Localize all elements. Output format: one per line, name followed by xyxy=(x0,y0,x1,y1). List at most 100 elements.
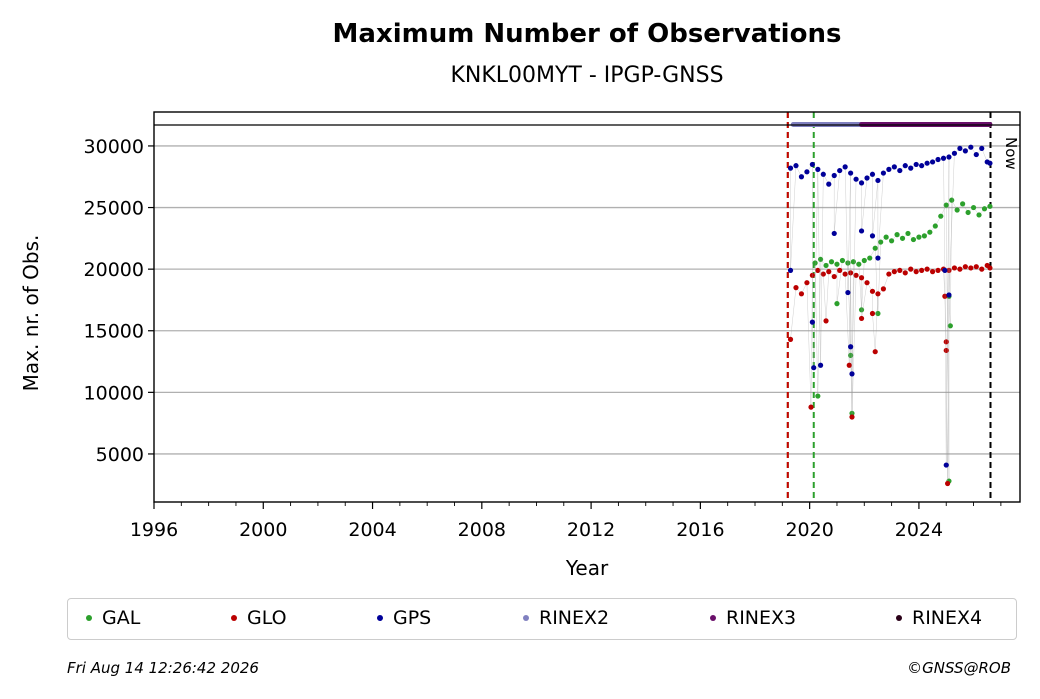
legend-item-rinex3: RINEX3 xyxy=(710,607,796,629)
data-point-glo xyxy=(891,269,897,275)
data-point-glo xyxy=(924,266,930,272)
data-point-glo xyxy=(929,269,936,275)
data-point-glo xyxy=(823,318,829,324)
data-point-gal xyxy=(872,245,878,251)
data-point-gal xyxy=(905,230,911,237)
y-tick-label: 15000 xyxy=(84,321,144,343)
data-point-gal xyxy=(921,233,927,239)
data-point-gps xyxy=(817,362,824,368)
data-point-gps xyxy=(842,164,848,170)
data-point-gps xyxy=(837,167,843,174)
data-point-glo xyxy=(935,267,941,273)
data-point-glo xyxy=(858,315,865,322)
data-point-glo xyxy=(842,271,848,277)
data-point-gps xyxy=(987,160,993,166)
data-point-glo xyxy=(987,265,993,271)
x-tick-label: 2012 xyxy=(567,519,615,541)
data-point-glo xyxy=(951,265,958,271)
data-point-gps xyxy=(929,159,936,165)
data-point-glo xyxy=(945,480,951,487)
data-point-glo xyxy=(897,267,903,273)
data-point-glo xyxy=(962,264,968,270)
data-point-gal xyxy=(861,257,867,264)
data-point-gal xyxy=(875,310,881,317)
data-point-gps xyxy=(831,172,837,179)
data-point-gps xyxy=(787,267,794,273)
legend-item-gps: GPS xyxy=(377,607,431,629)
data-point-glo xyxy=(808,404,814,410)
data-point-gal xyxy=(850,259,856,265)
data-point-gps xyxy=(869,171,876,177)
x-tick-label: 2000 xyxy=(239,519,287,541)
footer-credit: ©GNSS@ROB xyxy=(907,659,1011,677)
legend-label: RINEX3 xyxy=(726,607,797,629)
data-point-gal xyxy=(834,261,840,267)
y-tick-label: 20000 xyxy=(84,259,144,281)
data-point-gps xyxy=(919,163,925,169)
y-tick-label: 5000 xyxy=(96,444,144,466)
data-point-gal xyxy=(883,234,889,240)
data-point-glo xyxy=(846,362,852,368)
data-point-gps xyxy=(815,166,821,172)
legend-label: RINEX4 xyxy=(912,607,983,629)
x-axis-label: Year xyxy=(565,556,609,580)
data-point-gps xyxy=(942,267,948,273)
data-point-gal xyxy=(834,301,840,307)
data-point-gal xyxy=(947,323,953,329)
data-point-gps xyxy=(913,161,919,168)
data-point-gps xyxy=(946,292,952,298)
data-point-glo xyxy=(793,285,799,291)
data-point-gal xyxy=(932,223,938,229)
gps-marker-icon xyxy=(377,615,383,621)
data-point-gps xyxy=(848,344,854,350)
data-point-gps xyxy=(798,174,805,180)
legend-item-glo: GLO xyxy=(231,607,287,629)
data-point-gal xyxy=(965,209,971,216)
legend: GAL GLO GPS RINEX2 RINEX3 RINEX4 xyxy=(67,598,1017,640)
data-point-glo xyxy=(943,339,949,345)
data-point-gps xyxy=(979,145,985,152)
data-point-gps xyxy=(869,233,876,239)
data-point-glo xyxy=(973,264,979,270)
x-tick-label: 2016 xyxy=(676,519,724,541)
data-point-gal xyxy=(976,212,982,218)
data-point-glo xyxy=(968,265,974,271)
data-point-gal xyxy=(817,256,824,262)
data-point-gps xyxy=(957,145,963,152)
x-tick-label: 1996 xyxy=(130,519,178,541)
data-point-gal xyxy=(812,260,818,266)
data-point-glo xyxy=(858,275,865,281)
data-point-gps xyxy=(902,163,908,169)
data-point-gps xyxy=(962,148,968,154)
data-point-gps xyxy=(793,163,799,169)
y-axis-label: Max. nr. of Obs. xyxy=(19,235,43,392)
y-tick-label: 10000 xyxy=(84,382,144,404)
data-point-gps xyxy=(891,164,897,170)
data-point-gps xyxy=(924,160,930,166)
data-point-glo xyxy=(880,286,887,292)
data-point-gal xyxy=(970,204,977,211)
data-point-gps xyxy=(811,365,817,371)
data-point-gps xyxy=(864,175,870,181)
data-point-gps xyxy=(951,150,958,156)
data-point-gps xyxy=(973,151,979,158)
data-point-glo xyxy=(831,273,837,280)
data-point-gal xyxy=(960,201,966,207)
data-point-gps xyxy=(858,180,865,186)
data-point-glo xyxy=(820,271,826,277)
data-point-glo xyxy=(837,267,843,273)
data-point-glo xyxy=(902,270,908,276)
data-point-gps xyxy=(853,176,859,182)
data-point-glo xyxy=(849,414,855,420)
x-tick-label: 2024 xyxy=(895,519,943,541)
data-point-glo xyxy=(869,310,876,317)
legend-label: GLO xyxy=(247,607,287,629)
data-point-gal xyxy=(878,239,884,245)
y-tick-label: 25000 xyxy=(84,198,144,220)
data-point-gal xyxy=(867,255,873,261)
axes: 5000 10000 15000 20000 25000 30000 1996 2000 200… xyxy=(84,111,1021,541)
data-point-glo xyxy=(864,280,870,286)
data-point-gal xyxy=(856,261,862,267)
data-point-gal xyxy=(943,202,949,208)
